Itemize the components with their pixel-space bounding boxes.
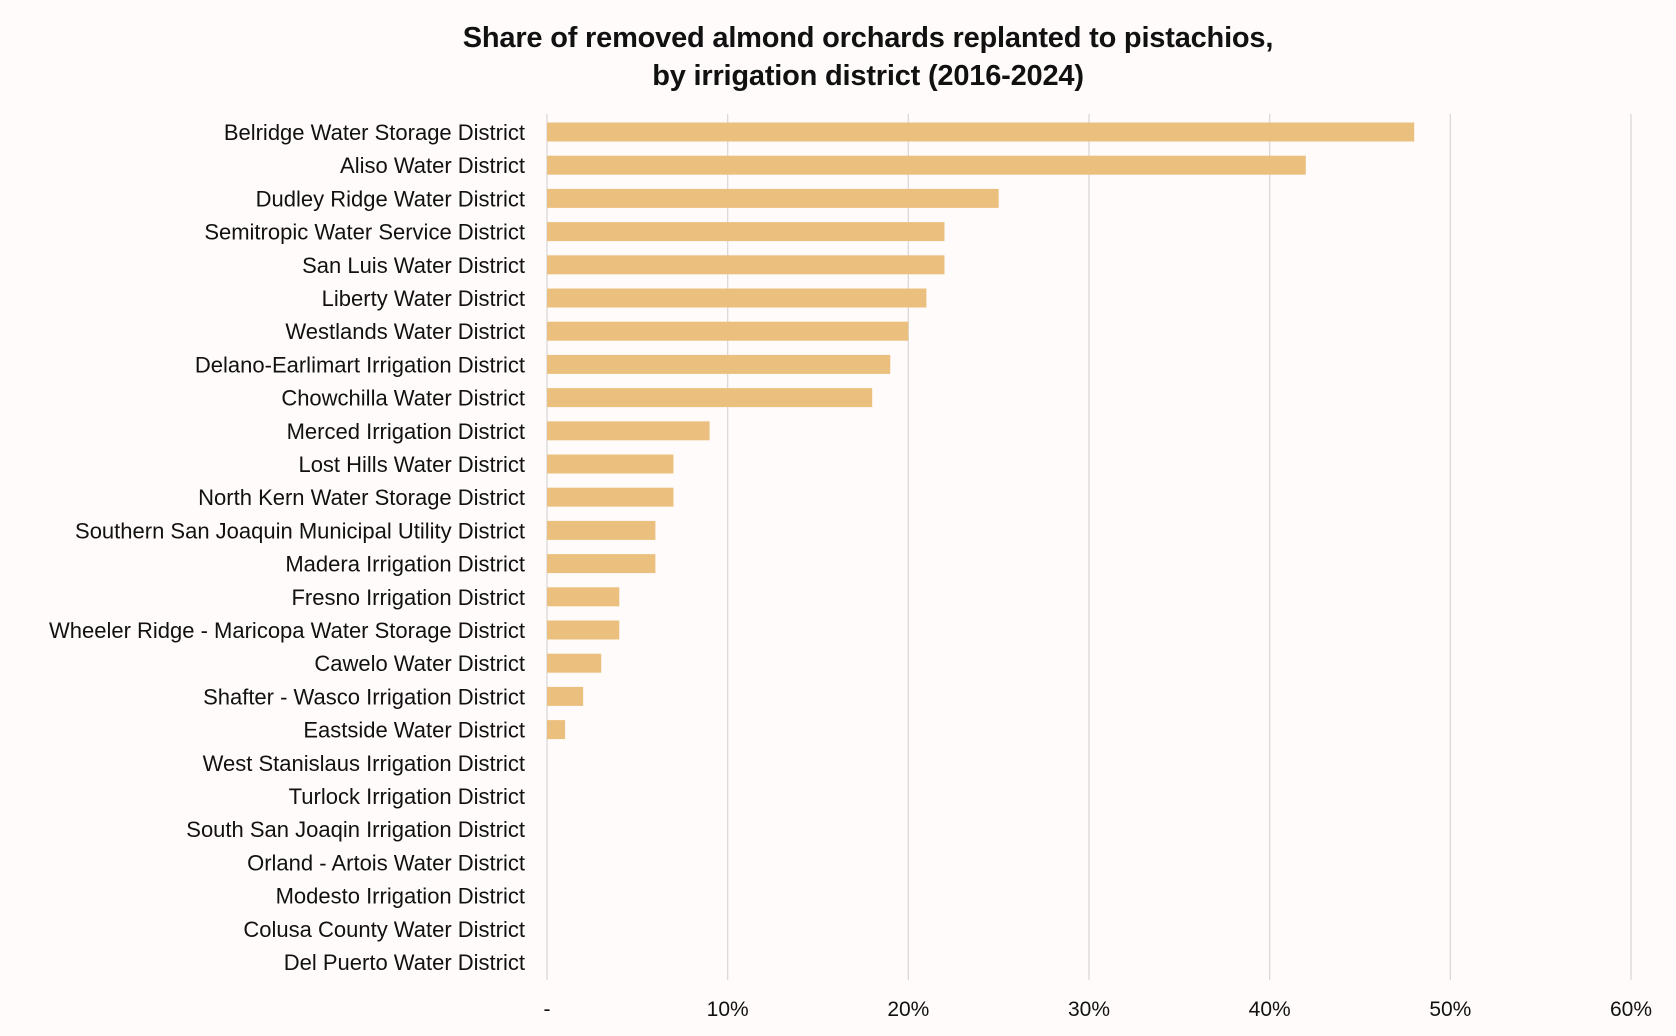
category-label: Merced Irrigation District bbox=[287, 419, 525, 444]
category-labels: Belridge Water Storage District Aliso Wat… bbox=[49, 120, 525, 975]
x-tick-label: 10% bbox=[707, 998, 749, 1021]
bar bbox=[547, 155, 1306, 175]
category-label: Chowchilla Water District bbox=[281, 386, 525, 411]
category-label: Cawelo Water District bbox=[314, 651, 525, 676]
category-label: South San Joaqin Irrigation District bbox=[186, 817, 525, 842]
x-tick-label: 30% bbox=[1068, 998, 1110, 1021]
category-label: Aliso Water District bbox=[340, 153, 525, 178]
bar bbox=[547, 421, 710, 441]
bar bbox=[547, 720, 566, 740]
category-label: Dudley Ridge Water District bbox=[256, 186, 525, 211]
category-label: Colusa County Water District bbox=[243, 917, 525, 942]
category-label: Orland - Artois Water District bbox=[247, 850, 525, 875]
bar bbox=[547, 686, 584, 706]
category-label: Eastside Water District bbox=[303, 718, 525, 743]
chart-title: Share of removed almond orchards replant… bbox=[462, 22, 1274, 54]
x-tick-label: 40% bbox=[1249, 998, 1291, 1021]
category-label: Shafter - Wasco Irrigation District bbox=[203, 684, 525, 709]
bar bbox=[547, 653, 602, 673]
bar bbox=[547, 587, 620, 607]
category-label: Belridge Water Storage District bbox=[224, 120, 525, 145]
category-label: Del Puerto Water District bbox=[284, 950, 525, 975]
category-label: Liberty Water District bbox=[322, 286, 525, 311]
category-label: Southern San Joaquin Municipal Utility D… bbox=[75, 518, 525, 543]
chart-subtitle: by irrigation district (2016-2024) bbox=[652, 60, 1084, 92]
bar bbox=[547, 321, 909, 341]
category-label: North Kern Water Storage District bbox=[198, 485, 525, 510]
bars bbox=[547, 122, 1415, 740]
category-label: San Luis Water District bbox=[302, 253, 525, 278]
category-label: Turlock Irrigation District bbox=[289, 784, 525, 809]
category-label: Westlands Water District bbox=[285, 319, 525, 344]
category-label: Modesto Irrigation District bbox=[276, 884, 525, 909]
bar bbox=[547, 454, 674, 474]
bar bbox=[547, 554, 656, 574]
category-label: Wheeler Ridge - Maricopa Water Storage D… bbox=[49, 618, 525, 643]
bar bbox=[547, 255, 945, 275]
bar bbox=[547, 122, 1415, 142]
bar bbox=[547, 520, 656, 540]
x-axis-ticks: - 10% 20% 30% 40% 50% 60% bbox=[544, 998, 1653, 1021]
bar bbox=[547, 487, 674, 507]
x-tick-label: 60% bbox=[1610, 998, 1652, 1021]
bar bbox=[547, 222, 945, 242]
category-label: Fresno Irrigation District bbox=[291, 585, 525, 610]
category-label: Madera Irrigation District bbox=[285, 552, 525, 577]
bar bbox=[547, 288, 927, 308]
bar bbox=[547, 354, 891, 374]
category-label: Lost Hills Water District bbox=[298, 452, 525, 477]
gridlines bbox=[546, 114, 1632, 980]
category-label: Delano-Earlimart Irrigation District bbox=[195, 352, 525, 377]
x-tick-label: 20% bbox=[887, 998, 929, 1021]
x-tick-label: - bbox=[544, 998, 551, 1021]
category-label: West Stanislaus Irrigation District bbox=[203, 751, 525, 776]
category-label: Semitropic Water Service District bbox=[204, 220, 525, 245]
bar bbox=[547, 620, 620, 640]
bar bbox=[547, 188, 999, 208]
x-tick-label: 50% bbox=[1429, 998, 1471, 1021]
bar bbox=[547, 388, 873, 408]
